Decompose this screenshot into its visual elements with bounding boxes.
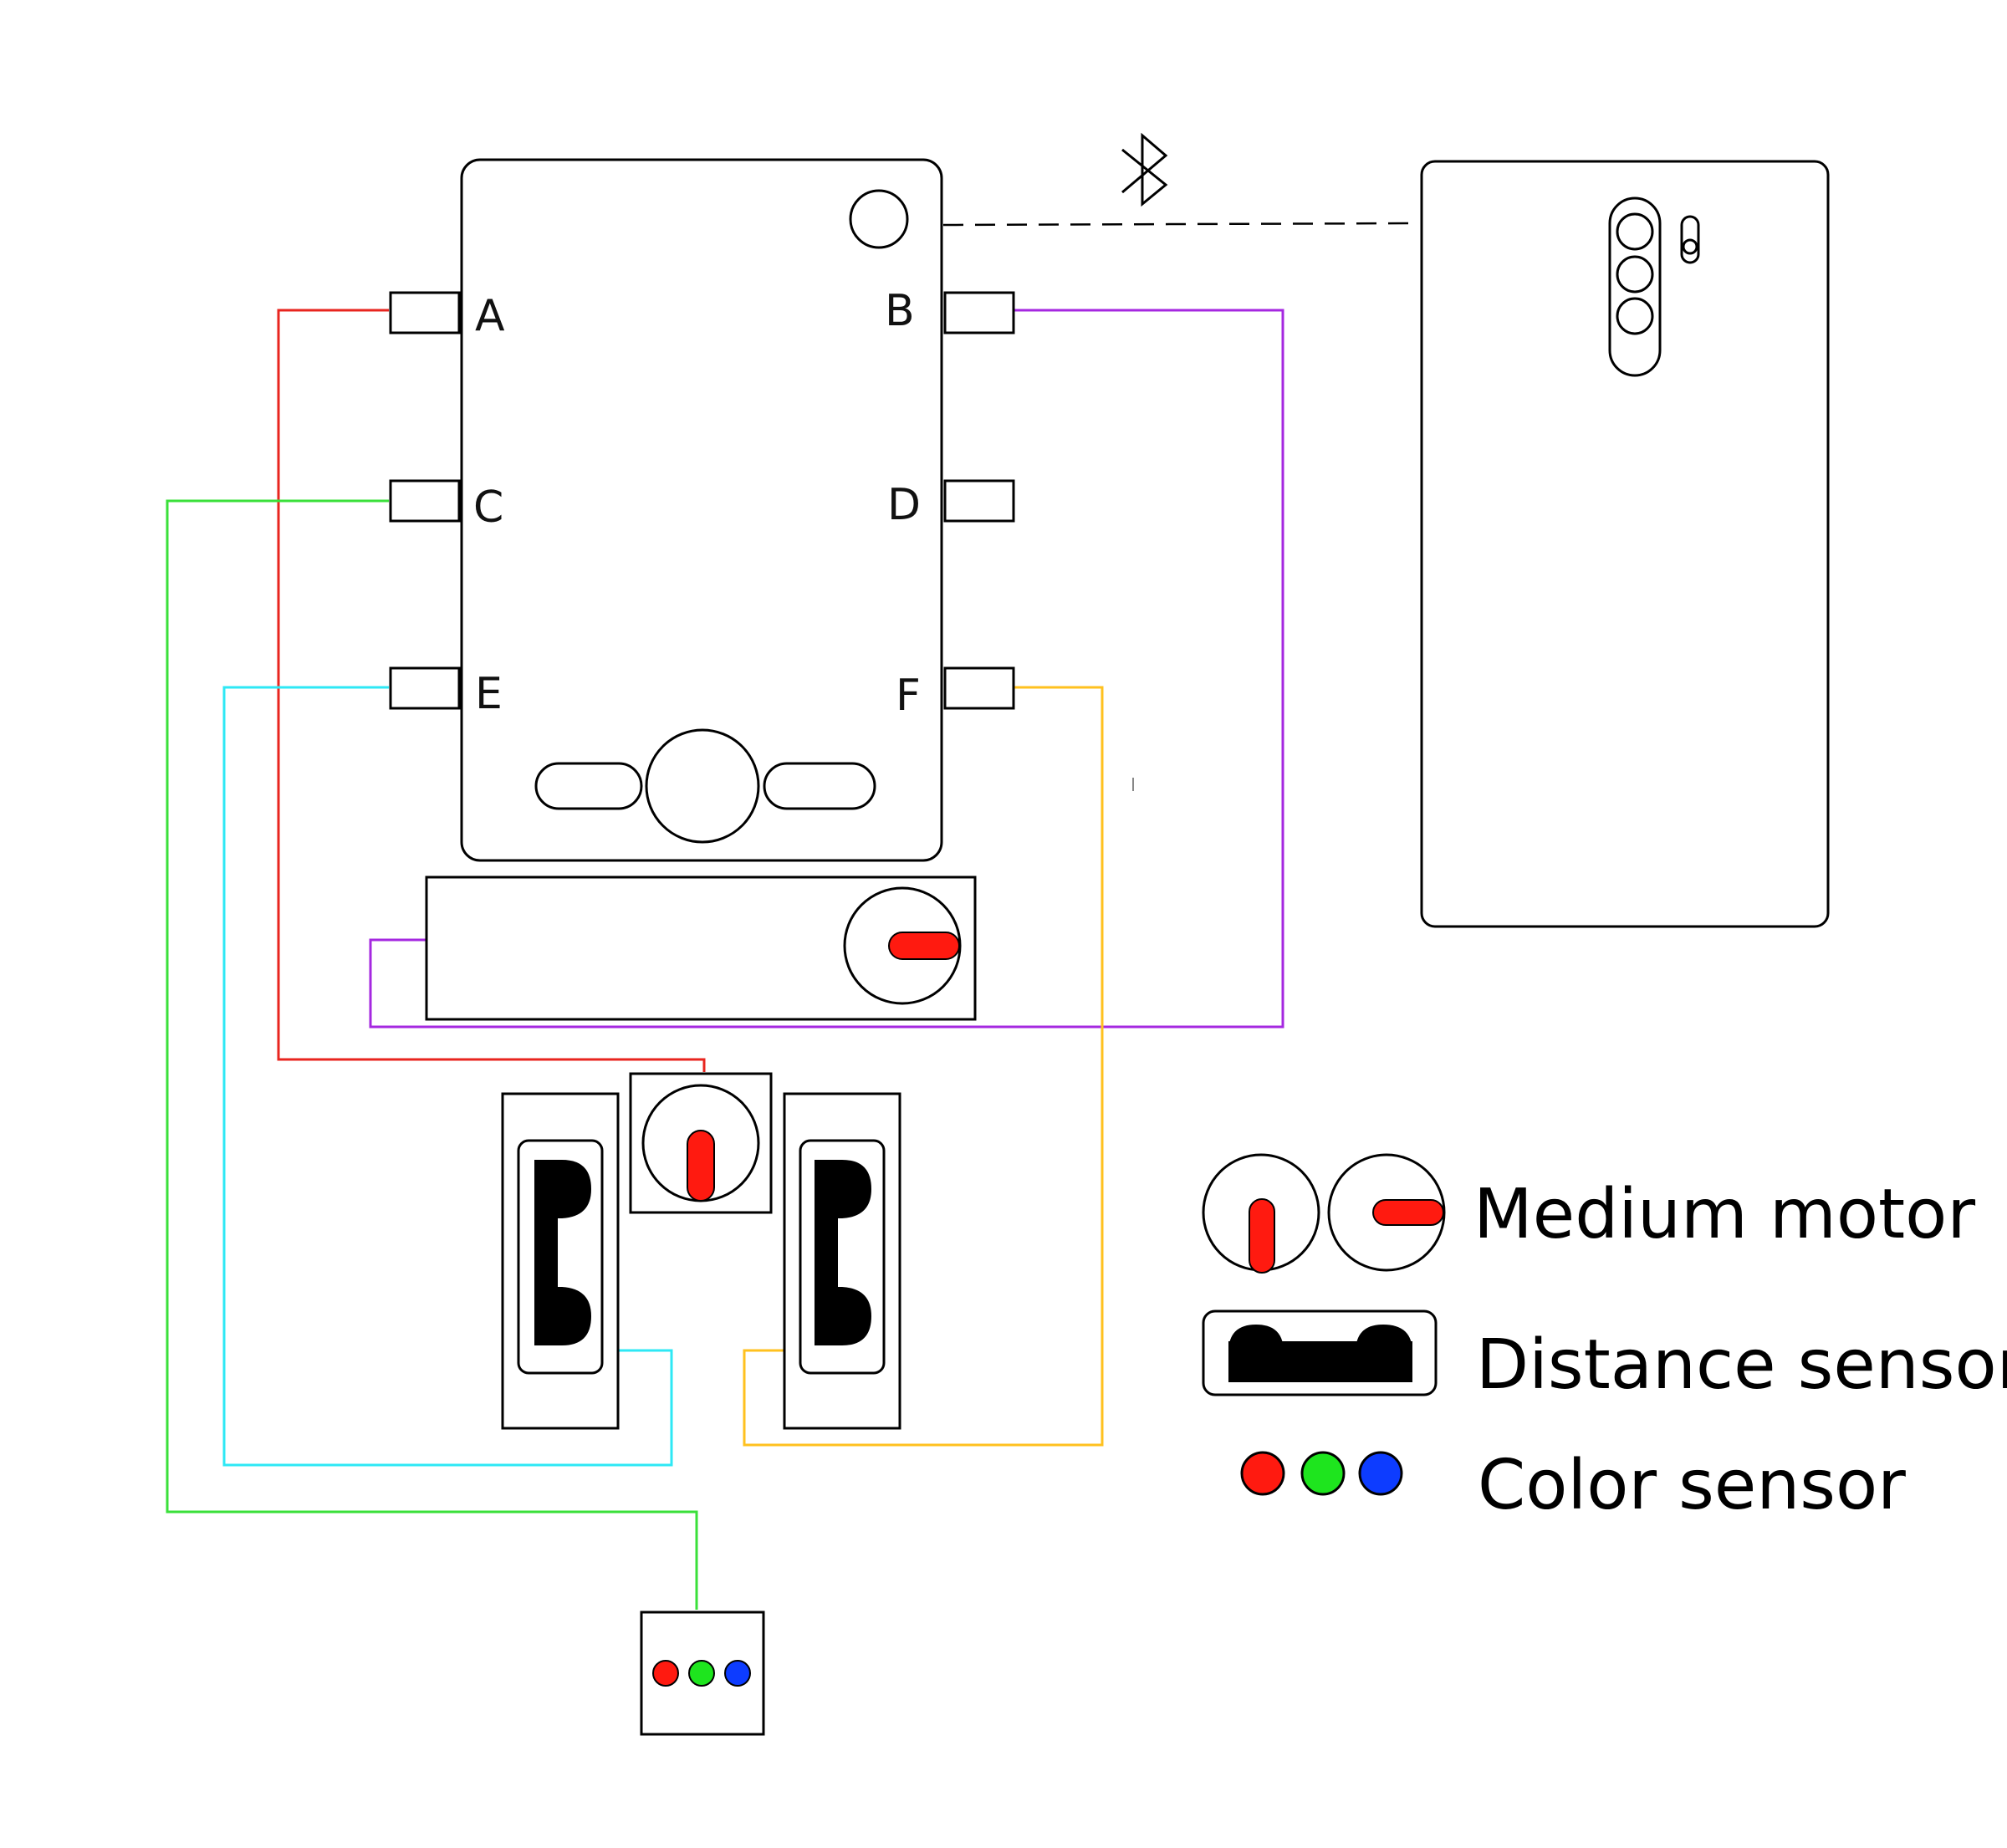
port-b — [943, 291, 1015, 334]
legend-medium-motor-icon — [1202, 1153, 1446, 1274]
port-e-label: E — [475, 669, 503, 719]
port-a — [389, 291, 461, 334]
hub-center-button — [645, 728, 760, 844]
hub-left-button — [534, 762, 643, 810]
port-b-label: B — [885, 286, 915, 336]
port-d — [943, 479, 1015, 523]
port-a-label: A — [475, 291, 505, 341]
phone-camera-lens — [1616, 255, 1654, 294]
legend-distance-sensor-icon — [1202, 1309, 1438, 1396]
wire-port-c — [166, 499, 698, 1610]
motor-shaft — [888, 932, 960, 960]
port-d-label: D — [887, 480, 921, 530]
legend-color-sensor-label: Color sensor — [1478, 1446, 1906, 1525]
port-f-label: F — [896, 671, 921, 721]
legend-medium-motor-label: Medium motor — [1473, 1175, 1975, 1254]
color-led-red — [652, 1660, 679, 1687]
phone-body — [1420, 160, 1830, 928]
medium-motor-vertical — [629, 1072, 773, 1214]
wire-port-f — [743, 686, 1104, 1447]
phone-camera-lens — [1616, 212, 1654, 251]
color-led-green — [688, 1660, 715, 1687]
motor-shaft — [687, 1130, 715, 1202]
port-c-label: C — [473, 482, 503, 533]
phone-camera-lens — [1616, 297, 1654, 335]
wire-port-a — [277, 309, 706, 1072]
medium-motor-horizontal — [425, 876, 977, 1021]
hub: A B C D E F — [389, 158, 1015, 862]
legend: Medium motor Distance sensor Color senso… — [1202, 1153, 2007, 1525]
legend-color-sensor-icon — [1240, 1451, 1403, 1496]
distance-sensor-left — [501, 1092, 620, 1430]
hub-light — [849, 189, 909, 249]
color-led-blue — [724, 1660, 751, 1687]
wire-port-b — [369, 309, 1284, 1029]
phone — [1420, 160, 1830, 928]
distance-sensor-right — [783, 1092, 901, 1430]
port-f — [943, 666, 1015, 710]
port-c — [389, 479, 461, 523]
hub-body — [460, 158, 943, 862]
legend-distance-sensor-label: Distance sensor — [1476, 1325, 2007, 1405]
phone-flash-dot — [1682, 238, 1698, 255]
hub-right-button — [763, 762, 876, 810]
bluetooth-icon — [1121, 132, 1168, 207]
wire-port-e — [222, 686, 673, 1467]
port-e — [389, 666, 461, 710]
color-sensor — [640, 1611, 765, 1736]
bluetooth-link — [942, 222, 1421, 227]
